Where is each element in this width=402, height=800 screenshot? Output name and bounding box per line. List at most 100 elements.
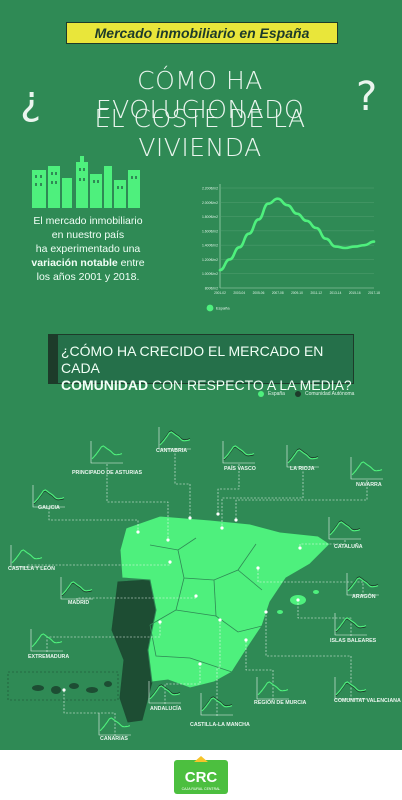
mini-axis (98, 713, 131, 736)
region-label-la-rioja: LA RIOJA (290, 466, 315, 472)
mini-series-ca (201, 696, 233, 711)
mini-series-spain (329, 521, 361, 536)
mini-axis (334, 613, 367, 636)
region-pointer-asturias (166, 538, 170, 542)
region-pointer-aragon (256, 566, 260, 570)
x-tick-label: 2003-04 (233, 291, 245, 295)
x-tick-label: 2007-08 (272, 291, 284, 295)
region-pointer-pais-vasco (216, 512, 220, 516)
mini-chart-andalucia (148, 681, 181, 704)
region-pointer-castilla-leon (168, 560, 172, 564)
intro-text: El mercado inmobiliario en nuestro país … (20, 214, 156, 284)
section2-highlight: COMUNIDAD (61, 377, 149, 393)
legend-label-main: España (216, 306, 230, 311)
mini-series-ca (149, 684, 181, 699)
region-label-madrid: MADRID (68, 600, 90, 606)
mini-series-spain (61, 581, 93, 596)
x-tick-label: 2013-14 (330, 291, 342, 295)
region-pointer-andalucia (198, 662, 202, 666)
mini-axis (10, 545, 43, 568)
y-tick-label: 2.000€/m2 (202, 201, 218, 205)
region-pointer-navarra (234, 518, 238, 522)
mini-chart-valenciana (334, 677, 367, 700)
mini-series-ca (31, 633, 63, 648)
mini-series-spain (159, 431, 191, 446)
leader-line-la-rioja (221, 468, 304, 528)
mini-chart-cataluna (328, 517, 361, 540)
region-pointer-valenciana (264, 610, 268, 614)
leader-line-navarra (235, 480, 368, 520)
y-tick-label: 1.400€/m2 (202, 244, 218, 248)
leader-line-extremadura (46, 622, 161, 652)
question-mark-close: ? (356, 74, 378, 120)
region-label-canarias: CANARIAS (100, 736, 128, 742)
mini-chart-asturias (90, 441, 123, 464)
city-skyline-icon (32, 156, 140, 208)
section2-accent-bar (48, 334, 58, 384)
section2-question: ¿CÓMO HA CRECIDO EL MERCADO EN CADA COMU… (61, 343, 353, 394)
leader-line-canarias (63, 690, 116, 736)
region-label-baleares: ISLAS BALEARES (330, 638, 377, 644)
region-label-extremadura: EXTREMADURA (28, 654, 70, 660)
region-label-castilla-leon: CASTILLA Y LEÓN (8, 566, 55, 572)
mini-chart-navarra (350, 457, 383, 480)
question-mark-open: ¿ (20, 78, 42, 124)
page-title-line1: CÓMO HA EVOLUCIONADO (95, 66, 305, 124)
mini-chart-extremadura (30, 629, 63, 652)
mini-series-spain (335, 681, 367, 696)
mini-series-ca (257, 681, 289, 696)
mini-series-ca (351, 461, 383, 476)
region-pointer-cataluna (298, 546, 302, 550)
banner-title: Mercado inmobiliario en España (94, 25, 310, 41)
mini-chart-canarias (98, 713, 131, 736)
region-label-pais-vasco: PAÍS VASCO (224, 466, 256, 472)
logo-subtext: CAJA RURAL CENTRAL (182, 787, 221, 791)
region-pointer-galicia (136, 530, 140, 534)
price-evolution-chart: 800€/m2 1.000€/m2 1.200€/m2 1.400€/m2 1.600€… (202, 184, 380, 312)
region-label-castilla-la-mancha: CASTILLA-LA MANCHA (190, 722, 250, 728)
region-label-murcia: REGIÓN DE MURCIA (254, 700, 307, 706)
region-label-galicia: GALICIA (38, 505, 60, 511)
intro-highlight: variación notable (31, 257, 118, 269)
mini-axis (328, 517, 361, 540)
leader-line-asturias (106, 464, 169, 540)
intro-line3: ha experimentado una (35, 243, 141, 255)
spain-map (7, 450, 368, 736)
x-tick-label: 2005-06 (253, 291, 265, 295)
mini-chart-aragon (346, 573, 379, 596)
mini-axis (256, 677, 289, 700)
leader-line-cataluna (299, 540, 346, 548)
y-tick-label: 1.800€/m2 (202, 215, 218, 219)
mini-axis (200, 693, 233, 716)
leader-line-cantabria (174, 450, 191, 518)
region-label-navarra: NAVARRA (356, 482, 382, 488)
leader-line-baleares (297, 600, 352, 636)
mini-series-spain (287, 449, 319, 464)
section2-line2: COMUNIDAD CON RESPECTO A LA MEDIA? (61, 377, 353, 394)
region-label-valenciana: COMUNITAT VALENCIANA (334, 698, 401, 704)
legend-dot-main (206, 304, 214, 312)
canarias-shape (32, 681, 112, 694)
region-label-asturias: PRINCIPADO DE ASTURIAS (72, 470, 143, 476)
mini-series-spain (91, 445, 123, 460)
region-label-cataluna: CATALUÑA (334, 544, 363, 550)
mini-series-ca (11, 549, 43, 564)
mini-chart-pais-vasco (222, 441, 255, 464)
y-tick-label: 2.200€/m2 (202, 187, 218, 191)
region-label-andalucia: ANDALUCÍA (150, 706, 182, 712)
intro-line4-rest: entre (117, 257, 145, 269)
section2-question-box: ¿CÓMO HA CRECIDO EL MERCADO EN CADA COMU… (48, 334, 354, 393)
legend-dot-spain (258, 391, 264, 397)
intro-line4: variación notable entre (20, 256, 156, 270)
region-pointer-extremadura (158, 620, 162, 624)
mini-chart-baleares (334, 613, 367, 636)
mini-chart-castilla-la-mancha (200, 693, 233, 716)
mini-series-ca (91, 445, 123, 460)
y-tick-label: 1.200€/m2 (202, 258, 218, 262)
region-pointer-murcia (244, 638, 248, 642)
page-title-line2: EL COSTE DE LA VIVIENDA (94, 104, 306, 162)
mini-axis (350, 457, 383, 480)
leader-line-andalucia (164, 664, 201, 704)
leader-line-aragon (257, 568, 364, 596)
legend-dot-ca (294, 391, 301, 397)
